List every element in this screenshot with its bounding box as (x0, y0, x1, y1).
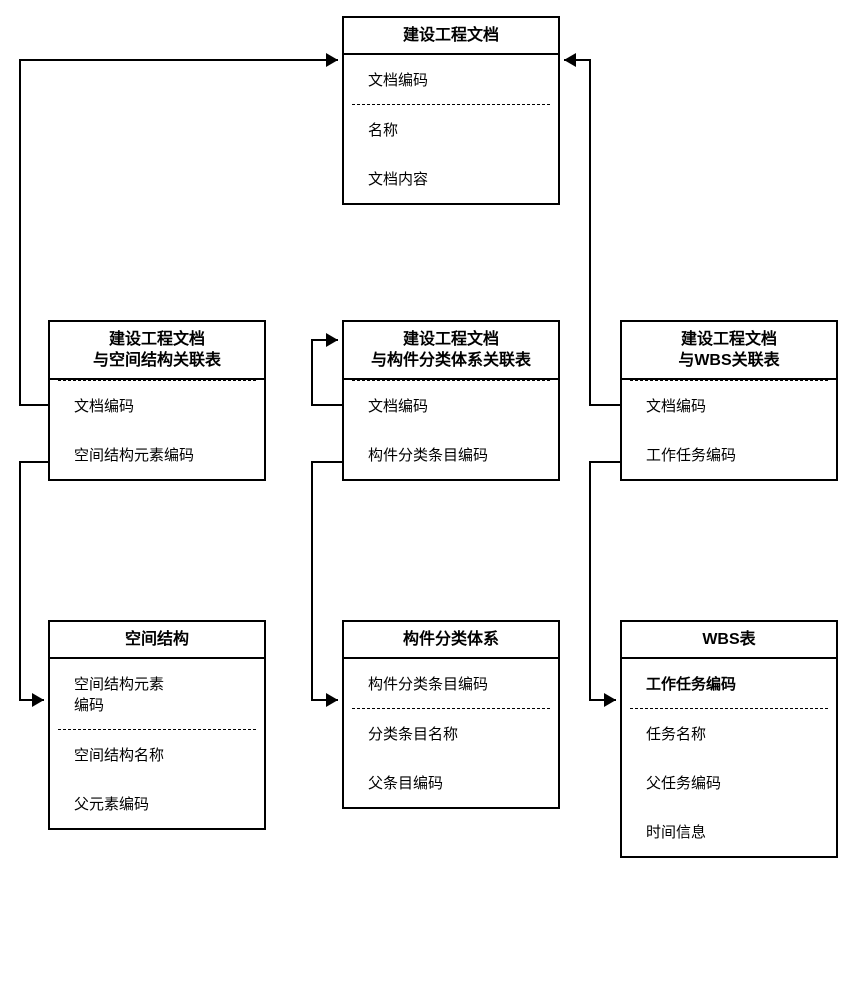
row: 任务名称 (622, 709, 836, 758)
box-component: 构件分类体系 构件分类条目编码 分类条目名称 父条目编码 (342, 620, 560, 809)
row: 空间结构名称 (50, 730, 264, 779)
box-wbs-body: 工作任务编码 任务名称 父任务编码 时间信息 (622, 659, 836, 856)
arrow-head-icon (326, 53, 338, 67)
row: 空间结构元素 编码 (50, 659, 264, 729)
row: 文档编码 (50, 381, 264, 430)
row: 父任务编码 (622, 758, 836, 807)
arrow-wbs-rel-to-wbs (590, 462, 620, 700)
arrow-head-icon (564, 53, 576, 67)
row: 工作任务编码 (622, 659, 836, 708)
box-doc-body: 文档编码 名称 文档内容 (344, 55, 558, 203)
box-rel-component-title: 建设工程文档 与构件分类体系关联表 (344, 322, 558, 380)
box-wbs-title: WBS表 (622, 622, 836, 659)
arrow-wbs-rel-to-doc (564, 60, 620, 405)
box-component-title: 构件分类体系 (344, 622, 558, 659)
row: 文档编码 (622, 381, 836, 430)
box-spatial-body: 空间结构元素 编码 空间结构名称 父元素编码 (50, 659, 264, 828)
box-component-body: 构件分类条目编码 分类条目名称 父条目编码 (344, 659, 558, 807)
row: 文档编码 (344, 55, 558, 104)
box-rel-wbs-body: 文档编码 工作任务编码 (622, 380, 836, 479)
box-spatial: 空间结构 空间结构元素 编码 空间结构名称 父元素编码 (48, 620, 266, 830)
row: 名称 (344, 105, 558, 154)
box-rel-spatial: 建设工程文档 与空间结构关联表 文档编码 空间结构元素编码 (48, 320, 266, 481)
box-rel-component: 建设工程文档 与构件分类体系关联表 文档编码 构件分类条目编码 (342, 320, 560, 481)
row: 父元素编码 (50, 779, 264, 828)
arrow-spatial-rel-to-spatial (20, 462, 48, 700)
row: 文档编码 (344, 381, 558, 430)
arrow-head-icon (326, 333, 338, 347)
box-rel-wbs: 建设工程文档 与WBS关联表 文档编码 工作任务编码 (620, 320, 838, 481)
row: 构件分类条目编码 (344, 659, 558, 708)
row: 时间信息 (622, 807, 836, 856)
arrow-head-icon (326, 693, 338, 707)
row: 空间结构元素编码 (50, 430, 264, 479)
row: 父条目编码 (344, 758, 558, 807)
box-rel-spatial-body: 文档编码 空间结构元素编码 (50, 380, 264, 479)
row: 文档内容 (344, 154, 558, 203)
box-doc-title: 建设工程文档 (344, 18, 558, 55)
box-spatial-title: 空间结构 (50, 622, 264, 659)
arrow-component-rel-to-component (312, 462, 342, 700)
arrow-component-rel-to-doc (312, 340, 342, 405)
row: 分类条目名称 (344, 709, 558, 758)
box-rel-spatial-title: 建设工程文档 与空间结构关联表 (50, 322, 264, 380)
arrow-head-icon (604, 693, 616, 707)
box-rel-component-body: 文档编码 构件分类条目编码 (344, 380, 558, 479)
arrow-head-icon (32, 693, 44, 707)
row: 工作任务编码 (622, 430, 836, 479)
box-doc: 建设工程文档 文档编码 名称 文档内容 (342, 16, 560, 205)
row: 构件分类条目编码 (344, 430, 558, 479)
box-wbs: WBS表 工作任务编码 任务名称 父任务编码 时间信息 (620, 620, 838, 858)
box-rel-wbs-title: 建设工程文档 与WBS关联表 (622, 322, 836, 380)
